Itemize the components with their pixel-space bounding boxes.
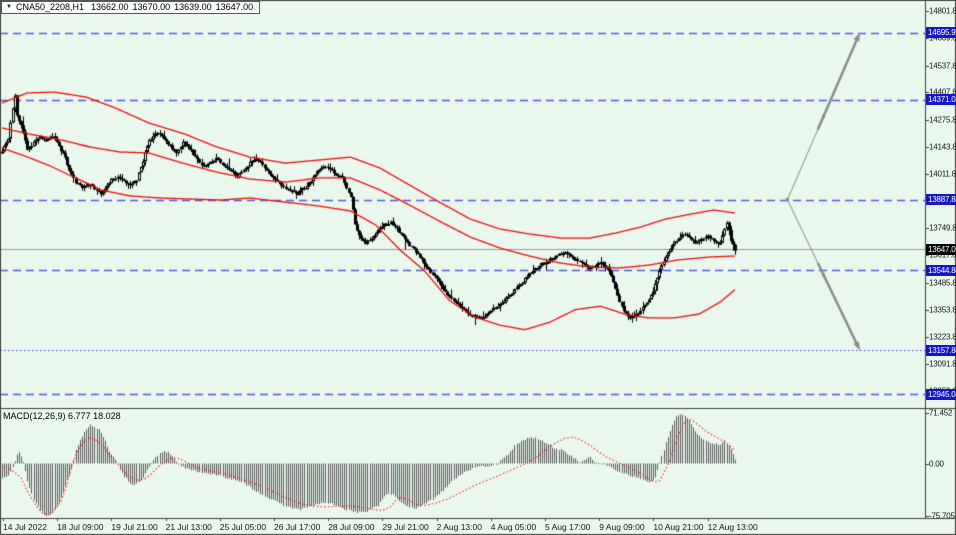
price-grid-label: 13617.80 bbox=[929, 250, 956, 260]
time-axis-label: 29 Jul 21:00 bbox=[382, 522, 429, 532]
price-grid-label: 14537.80 bbox=[929, 61, 956, 70]
time-axis-label: 9 Aug 09:00 bbox=[599, 522, 645, 532]
ohlc-low: 13639.00 bbox=[174, 2, 212, 12]
price-grid-label: 14011.80 bbox=[929, 169, 956, 179]
price-grid-label: 13353.80 bbox=[929, 305, 956, 315]
price-grid-label: 14407.80 bbox=[929, 87, 956, 97]
dropdown-triangle-icon: ▼ bbox=[6, 4, 12, 10]
symbol-period-label: CNA50_2208,H1 bbox=[15, 2, 84, 12]
time-axis-label: 5 Aug 17:00 bbox=[545, 522, 591, 532]
price-grid-label: 14801.80 bbox=[929, 6, 956, 16]
ohlc-close: 13647.00 bbox=[215, 2, 254, 12]
ohlc-high: 13670.00 bbox=[132, 2, 171, 12]
time-axis-label: 18 Jul 09:00 bbox=[57, 522, 104, 532]
time-axis-label: 21 Jul 13:00 bbox=[165, 522, 212, 532]
time-axis-label: 10 Aug 21:00 bbox=[653, 522, 704, 532]
price-grid-label: 13749.80 bbox=[929, 223, 956, 233]
time-axis-label: 19 Jul 21:00 bbox=[111, 522, 158, 532]
price-level-label: 13157.84 bbox=[926, 344, 956, 356]
ohlc-open: 13662.00 bbox=[91, 2, 129, 12]
price-level-label: 14371.01 bbox=[926, 94, 956, 106]
time-axis-label: 4 Aug 05:00 bbox=[490, 522, 537, 532]
price-grid-label: 14275.80 bbox=[929, 115, 956, 125]
price-level-label: 14695.99 bbox=[926, 27, 956, 39]
current-price-label: 13647.00 bbox=[926, 243, 956, 255]
symbol-info-box: ▼ CNA50_2208,H1 13662.00 13670.00 13639.… bbox=[1, 1, 261, 14]
time-axis-label: 12 Aug 13:00 bbox=[707, 522, 758, 532]
macd-axis-min: -75.705 bbox=[929, 511, 955, 521]
price-grid-label: 13485.80 bbox=[929, 278, 956, 288]
price-grid-label: 13091.80 bbox=[929, 359, 956, 369]
macd-values: 6.777 18.028 bbox=[68, 411, 121, 421]
price-level-label: 13544.84 bbox=[926, 264, 956, 276]
time-axis-label: 25 Jul 05:00 bbox=[219, 522, 267, 532]
time-axis-label: 26 Jul 17:00 bbox=[274, 522, 321, 532]
price-level-label: 12945.04 bbox=[926, 388, 956, 400]
macd-axis-zero: 0.00 bbox=[929, 459, 944, 468]
price-level-label: 13887.88 bbox=[926, 194, 956, 206]
time-axis-label: 28 Jul 09:00 bbox=[328, 522, 375, 532]
macd-indicator-label: MACD(12,26,9) 6.777 18.028 bbox=[3, 411, 121, 421]
price-grid-label: 14143.80 bbox=[929, 142, 956, 152]
macd-axis-max: 71.452 bbox=[929, 408, 953, 418]
macd-params: MACD(12,26,9) bbox=[3, 411, 66, 421]
time-axis-label: 2 Aug 13:00 bbox=[436, 522, 482, 532]
time-axis-label: 14 Jul 2022 bbox=[3, 522, 47, 532]
price-grid-label: 13223.80 bbox=[929, 332, 956, 342]
